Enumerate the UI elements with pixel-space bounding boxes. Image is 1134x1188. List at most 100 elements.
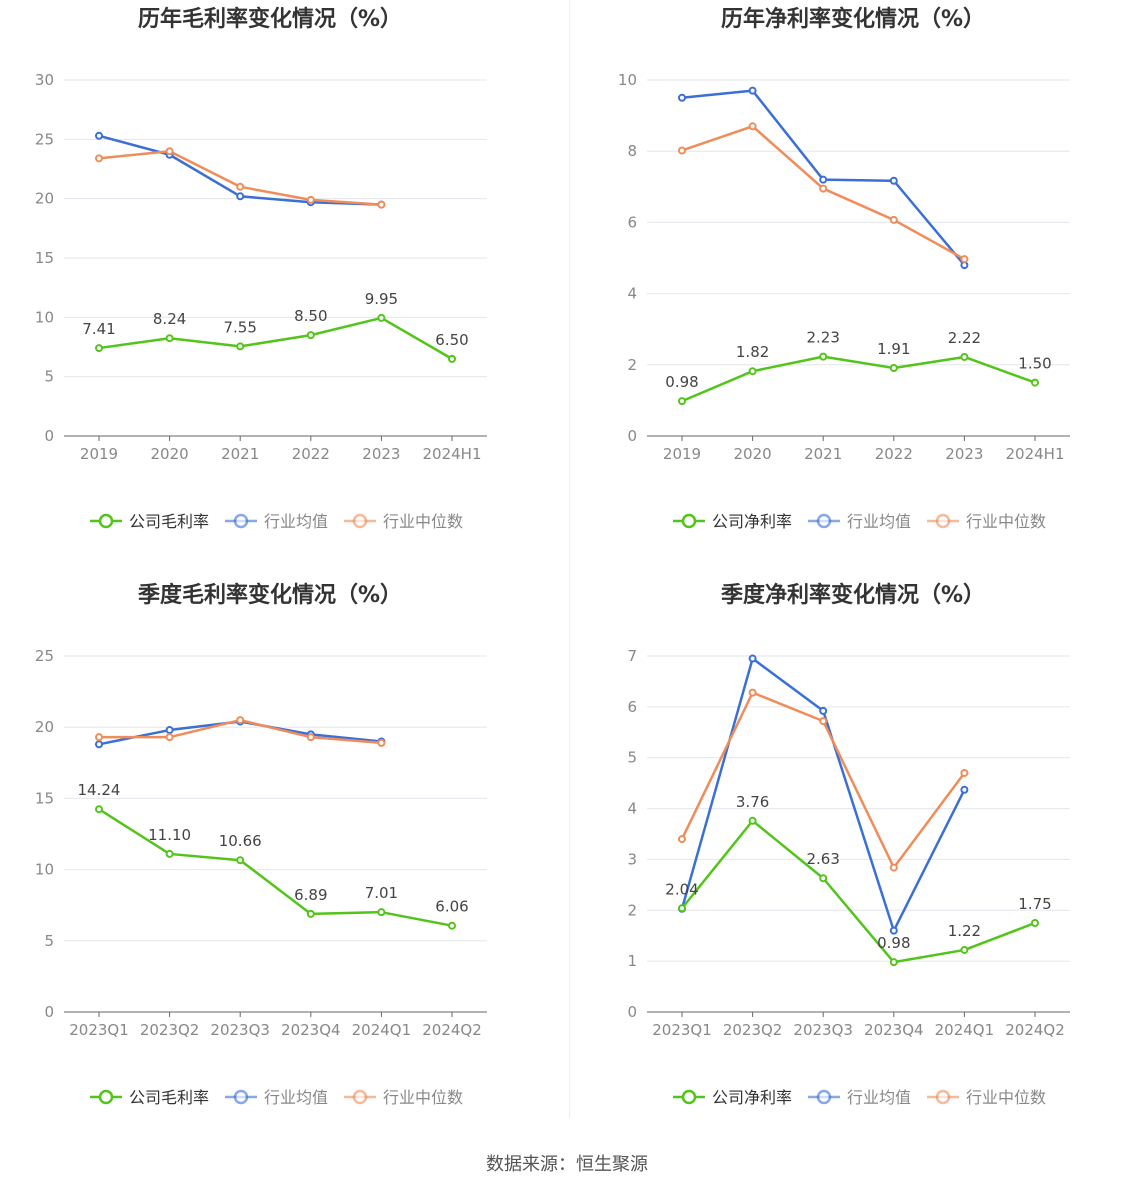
x-tick-label: 2024Q1 [935, 1021, 995, 1039]
data-point[interactable] [819, 706, 828, 715]
data-point[interactable] [678, 835, 686, 844]
x-tick-label: 2023Q4 [864, 1021, 924, 1039]
data-point[interactable] [236, 342, 245, 351]
data-point[interactable] [95, 131, 103, 140]
annual-net-margin-chart: 历年净利率变化情况（%） 0 2 4 6 8 10 2019 2020 2021 2022 2023 2… [583, 0, 1134, 576]
data-point[interactable] [889, 364, 898, 373]
x-tick-label: 2022 [875, 445, 913, 463]
data-point[interactable] [960, 255, 969, 264]
data-point[interactable] [236, 192, 245, 201]
data-point[interactable] [165, 726, 174, 735]
data-point[interactable] [678, 93, 686, 102]
series-line [680, 657, 966, 932]
legend-item[interactable]: 行业均值 [225, 512, 328, 531]
data-point[interactable] [95, 805, 103, 814]
y-tick-label: 5 [44, 368, 54, 386]
data-point[interactable] [95, 344, 103, 353]
data-point[interactable] [889, 926, 898, 935]
data-point[interactable] [889, 215, 898, 224]
data-point[interactable] [448, 921, 456, 930]
y-tick-label: 1 [627, 952, 637, 970]
data-point[interactable] [819, 175, 828, 184]
series-line [681, 819, 1036, 964]
data-point[interactable] [889, 863, 898, 872]
data-point[interactable] [678, 904, 686, 913]
x-tick-label: 2019 [663, 445, 701, 463]
y-tick-label: 7 [627, 647, 637, 665]
legend-item[interactable]: 公司毛利率 [90, 1088, 209, 1107]
data-point[interactable] [95, 733, 103, 742]
legend-item[interactable]: 行业均值 [808, 1088, 911, 1107]
data-point[interactable] [95, 154, 103, 163]
legend-item[interactable]: 行业均值 [808, 512, 911, 531]
y-tick-label: 5 [44, 932, 54, 950]
x-tick-label: 2023 [945, 445, 983, 463]
legend-item[interactable]: 公司净利率 [673, 1088, 792, 1107]
data-point[interactable] [678, 146, 686, 155]
data-point[interactable] [306, 909, 315, 918]
legend-swatch-marker [935, 513, 951, 529]
data-label: 1.50 [1018, 355, 1051, 373]
data-point[interactable] [960, 785, 969, 794]
legend-item[interactable]: 行业中位数 [927, 512, 1046, 531]
data-point[interactable] [819, 717, 828, 726]
legend-item[interactable]: 行业中位数 [344, 1088, 463, 1107]
data-point[interactable] [306, 195, 315, 204]
data-point[interactable] [748, 86, 757, 95]
y-tick-label: 5 [627, 749, 637, 767]
data-point[interactable] [165, 334, 174, 343]
data-point[interactable] [377, 313, 386, 322]
data-point[interactable] [377, 200, 386, 209]
data-label: 10.66 [219, 832, 262, 850]
legend-item[interactable]: 行业中位数 [344, 512, 463, 531]
panel-divider [569, 0, 570, 1118]
data-point[interactable] [165, 733, 174, 742]
x-tick-label: 2023Q2 [140, 1021, 200, 1039]
legend-item[interactable]: 行业均值 [225, 1088, 328, 1107]
data-point[interactable] [960, 352, 969, 361]
data-point[interactable] [678, 397, 686, 406]
data-point[interactable] [306, 733, 315, 742]
legend-swatch-marker [816, 1089, 832, 1105]
data-point[interactable] [165, 147, 174, 156]
data-point[interactable] [819, 874, 828, 883]
data-point[interactable] [1031, 919, 1039, 927]
data-point[interactable] [306, 331, 315, 340]
data-point[interactable] [748, 816, 757, 825]
data-point[interactable] [748, 367, 757, 376]
data-point[interactable] [748, 654, 757, 663]
legend-label: 行业均值 [847, 1088, 911, 1107]
data-point[interactable] [960, 945, 969, 954]
data-point[interactable] [236, 182, 245, 191]
data-point[interactable] [377, 908, 386, 917]
data-point[interactable] [748, 122, 757, 131]
y-tick-label: 4 [627, 800, 637, 818]
data-point[interactable] [95, 740, 103, 749]
x-tick-label: 2021 [804, 445, 842, 463]
data-point[interactable] [236, 856, 245, 865]
x-tick-label: 2020 [151, 445, 189, 463]
x-tick-label: 2019 [80, 445, 118, 463]
legend-swatch-marker [681, 1089, 697, 1105]
x-tick-label: 2024Q1 [352, 1021, 412, 1039]
legend-label: 公司毛利率 [129, 1088, 209, 1107]
data-point[interactable] [748, 688, 757, 697]
data-point[interactable] [819, 352, 828, 361]
chart-title: 季度净利率变化情况（%） [721, 582, 985, 608]
x-tick-label: 2022 [292, 445, 330, 463]
data-point[interactable] [236, 716, 245, 725]
legend-item[interactable]: 公司净利率 [673, 512, 792, 531]
data-point[interactable] [960, 768, 969, 777]
data-point[interactable] [1031, 378, 1039, 387]
data-point[interactable] [448, 354, 456, 363]
data-label: 1.91 [877, 340, 910, 358]
data-point[interactable] [889, 958, 898, 967]
y-tick-label: 0 [44, 427, 54, 445]
legend-item[interactable]: 行业中位数 [927, 1088, 1046, 1107]
data-point[interactable] [889, 176, 898, 185]
series-line [681, 355, 1036, 403]
data-point[interactable] [165, 849, 174, 858]
data-point[interactable] [377, 738, 386, 747]
data-point[interactable] [819, 184, 828, 193]
legend-item[interactable]: 公司毛利率 [90, 512, 209, 531]
